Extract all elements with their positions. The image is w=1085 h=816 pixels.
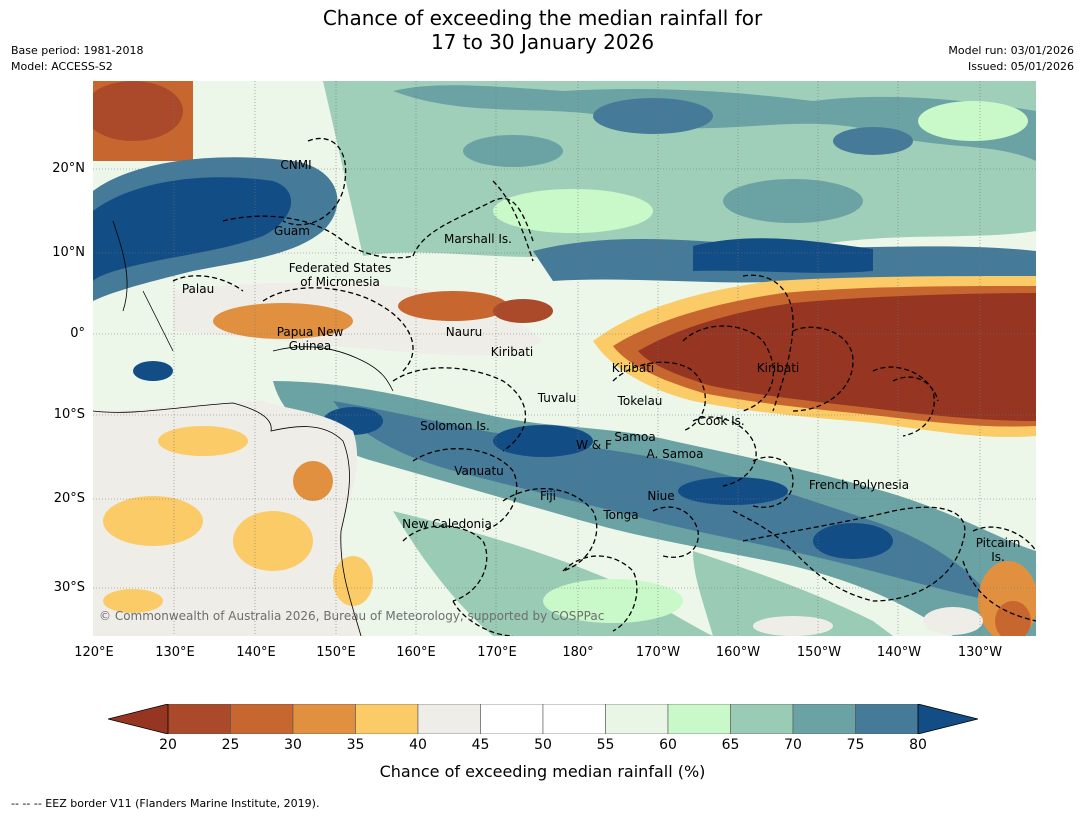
label-kiribati-east: Kiribati — [756, 361, 800, 375]
base-period: Base period: 1981-2018 — [11, 44, 144, 57]
label-solomon: Solomon Is. — [420, 419, 490, 433]
lon-label-130e: 130°E — [155, 645, 195, 660]
label-pitcairn: Pitcairn Is. — [976, 536, 1021, 564]
lat-label-10n: 10°N — [52, 245, 85, 260]
label-palau: Palau — [181, 282, 215, 296]
colorbar-tick-30: 30 — [284, 737, 302, 753]
eez-legend-footer: -- -- -- EEZ border V11 (Flanders Marine… — [11, 797, 320, 810]
colorbar-swatch-0 — [167, 704, 231, 734]
colorbar-tick-70: 70 — [784, 737, 802, 753]
colorbar-swatch-2 — [292, 704, 356, 734]
rainfall-map — [93, 81, 1036, 636]
map-canvas — [93, 81, 1036, 636]
label-fsm-line2: of Micronesia — [300, 275, 380, 289]
colorbar-swatch-1 — [230, 704, 294, 734]
colorbar-swatch-9 — [730, 704, 794, 734]
lon-label-150w: 150°W — [796, 645, 842, 660]
label-tonga: Tonga — [603, 508, 639, 522]
label-cnmi: CNMI — [280, 158, 312, 172]
lon-label-140w: 140°W — [876, 645, 922, 660]
colorbar-high-extend — [917, 704, 978, 734]
colorbar-tick-35: 35 — [346, 737, 365, 753]
lon-label-180: 180° — [562, 645, 594, 660]
map-title: Chance of exceeding the median rainfall … — [0, 6, 1085, 54]
colorbar-tick-20: 20 — [159, 737, 177, 753]
meta-left: Base period: 1981-2018 Model: ACCESS-S2 — [11, 43, 143, 75]
colorbar-swatch-8 — [667, 704, 731, 734]
lon-label-130w: 130°W — [957, 645, 1003, 660]
model-name: Model: ACCESS-S2 — [11, 60, 113, 73]
colorbar-swatch-3 — [355, 704, 419, 734]
colorbar-swatch-10 — [792, 704, 856, 734]
label-kiribati-west: Kiribati — [490, 345, 534, 359]
colorbar-tick-50: 50 — [534, 737, 552, 753]
label-fiji: Fiji — [539, 489, 557, 503]
colorbar-tick-55: 55 — [596, 737, 615, 753]
label-new-caledonia: New Caledonia — [402, 517, 492, 531]
colorbar-label: Chance of exceeding median rainfall (%) — [379, 762, 706, 781]
label-samoa: Samoa — [614, 430, 656, 444]
label-cook: Cook Is. — [697, 414, 745, 428]
label-marshall: Marshall Is. — [444, 232, 512, 246]
colorbar-tick-60: 60 — [659, 737, 677, 753]
colorbar-swatch-4 — [417, 704, 481, 734]
meta-right: Model run: 03/01/2026 Issued: 05/01/2026 — [948, 43, 1074, 75]
label-nauru: Nauru — [445, 325, 483, 339]
lat-label-20s: 20°S — [53, 491, 85, 506]
label-png: Papua New Guinea — [277, 325, 344, 353]
label-fsm: Federated States of Micronesia — [289, 261, 391, 289]
label-pitcairn-line1: Pitcairn — [975, 536, 1021, 550]
colorbar-swatch-7 — [605, 704, 669, 734]
colorbar-swatch-6 — [542, 704, 606, 734]
title-line-1: Chance of exceeding the median rainfall … — [322, 6, 763, 30]
colorbar-tick-80: 80 — [909, 737, 927, 753]
lon-label-170e: 170°E — [477, 645, 517, 660]
colorbar-tick-40: 40 — [409, 737, 427, 753]
colorbar — [108, 704, 978, 734]
label-tuvalu: Tuvalu — [537, 391, 577, 405]
lat-label-10s: 10°S — [53, 407, 85, 422]
colorbar-tick-65: 65 — [721, 737, 740, 753]
label-french-polynesia: French Polynesia — [808, 478, 910, 492]
label-png-line1: Papua New — [276, 325, 344, 339]
colorbar-swatch-11 — [855, 704, 919, 734]
label-tokelau: Tokelau — [617, 394, 663, 408]
colorbar-low-extend — [108, 704, 169, 734]
label-vanuatu: Vanuatu — [454, 464, 504, 478]
lon-label-170w: 170°W — [635, 645, 681, 660]
lat-label-0: 0° — [70, 326, 85, 341]
label-niue: Niue — [647, 489, 675, 503]
title-line-2: 17 to 30 January 2026 — [430, 30, 655, 54]
label-guam: Guam — [274, 224, 310, 238]
colorbar-tick-25: 25 — [221, 737, 240, 753]
model-run: Model run: 03/01/2026 — [948, 44, 1074, 57]
colorbar-tick-45: 45 — [471, 737, 490, 753]
lon-label-120e: 120°E — [74, 645, 114, 660]
lon-label-140e: 140°E — [236, 645, 276, 660]
issued-date: Issued: 05/01/2026 — [967, 60, 1074, 73]
lon-label-160w: 160°W — [715, 645, 761, 660]
lon-label-160e: 160°E — [396, 645, 436, 660]
colorbar-swatch-5 — [480, 704, 544, 734]
label-fsm-line1: Federated States — [288, 261, 392, 275]
lon-label-150e: 150°E — [316, 645, 356, 660]
label-pitcairn-line2: Is. — [991, 550, 1005, 564]
label-wallis-futuna: W & F — [576, 438, 612, 452]
lat-label-20n: 20°N — [52, 161, 85, 176]
colorbar-tick-75: 75 — [846, 737, 865, 753]
label-american-samoa: A. Samoa — [646, 447, 704, 461]
lat-label-30s: 30°S — [53, 580, 85, 595]
label-png-line2: Guinea — [288, 339, 332, 353]
copyright-notice: © Commonwealth of Australia 2026, Bureau… — [99, 609, 605, 623]
label-kiribati-central: Kiribati — [611, 361, 655, 375]
